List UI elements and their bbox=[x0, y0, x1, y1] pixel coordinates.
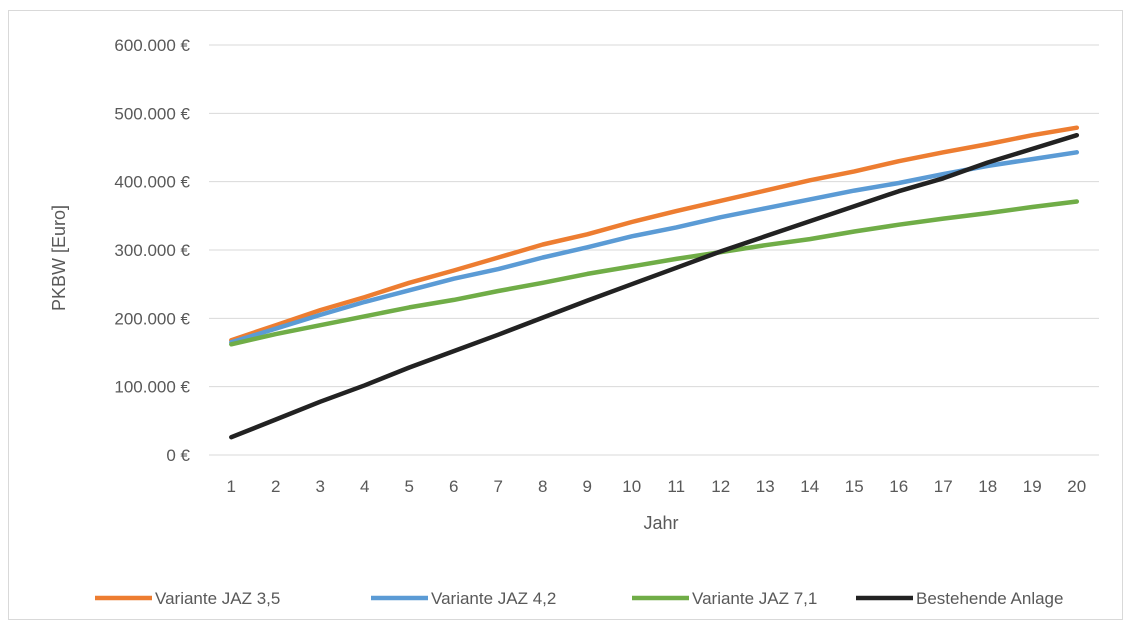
x-tick-label: 17 bbox=[934, 477, 953, 496]
legend-label-variante-jaz-3-5: Variante JAZ 3,5 bbox=[155, 589, 280, 608]
x-axis-tick-labels: 1 2 3 4 5 6 7 8 9 10 11 12 13 14 15 16 17 18 19 20 bbox=[227, 477, 1087, 496]
y-tick-label: 500.000 € bbox=[114, 104, 190, 123]
y-axis-tick-labels: 0 € 100.000 € 200.000 € 300.000 € 400.000 € 5… bbox=[114, 36, 190, 465]
x-tick-label: 5 bbox=[405, 477, 414, 496]
x-tick-label: 6 bbox=[449, 477, 458, 496]
chart-frame: 0 € 100.000 € 200.000 € 300.000 € 400.000 € 5… bbox=[8, 10, 1123, 620]
x-tick-label: 9 bbox=[583, 477, 592, 496]
x-tick-label: 1 bbox=[227, 477, 236, 496]
legend-label-bestehende-anlage: Bestehende Anlage bbox=[916, 589, 1063, 608]
x-tick-label: 7 bbox=[494, 477, 503, 496]
x-tick-label: 12 bbox=[711, 477, 730, 496]
series-line-bestehende-anlage bbox=[229, 132, 1080, 440]
line-chart: 0 € 100.000 € 200.000 € 300.000 € 400.000 € 5… bbox=[49, 36, 1099, 608]
series-line-variante-jaz-3-5 bbox=[229, 125, 1080, 343]
x-tick-label: 18 bbox=[978, 477, 997, 496]
x-tick-label: 13 bbox=[756, 477, 775, 496]
legend: Variante JAZ 3,5 Variante JAZ 4,2 Variante… bbox=[95, 589, 1063, 608]
series-line-variante-jaz-7-1 bbox=[229, 199, 1080, 347]
x-tick-label: 2 bbox=[271, 477, 280, 496]
y-axis-title: PKBW [Euro] bbox=[49, 205, 69, 311]
x-tick-label: 11 bbox=[667, 477, 685, 496]
x-tick-label: 16 bbox=[889, 477, 908, 496]
y-tick-label: 0 € bbox=[166, 446, 190, 465]
x-tick-label: 3 bbox=[316, 477, 325, 496]
x-tick-label: 8 bbox=[538, 477, 547, 496]
x-tick-label: 10 bbox=[622, 477, 641, 496]
x-axis-title: Jahr bbox=[643, 513, 678, 533]
y-tick-label: 200.000 € bbox=[114, 309, 190, 328]
x-tick-label: 15 bbox=[845, 477, 864, 496]
legend-label-variante-jaz-4-2: Variante JAZ 4,2 bbox=[431, 589, 556, 608]
x-tick-label: 14 bbox=[800, 477, 819, 496]
x-tick-label: 20 bbox=[1067, 477, 1086, 496]
y-tick-label: 600.000 € bbox=[114, 36, 190, 55]
series-lines bbox=[229, 125, 1080, 440]
series-line-variante-jaz-4-2 bbox=[229, 150, 1080, 345]
x-tick-label: 4 bbox=[360, 477, 369, 496]
y-tick-label: 100.000 € bbox=[114, 378, 190, 397]
y-tick-label: 400.000 € bbox=[114, 173, 190, 192]
y-tick-label: 300.000 € bbox=[114, 241, 190, 260]
x-tick-label: 19 bbox=[1023, 477, 1042, 496]
legend-label-variante-jaz-7-1: Variante JAZ 7,1 bbox=[692, 589, 817, 608]
